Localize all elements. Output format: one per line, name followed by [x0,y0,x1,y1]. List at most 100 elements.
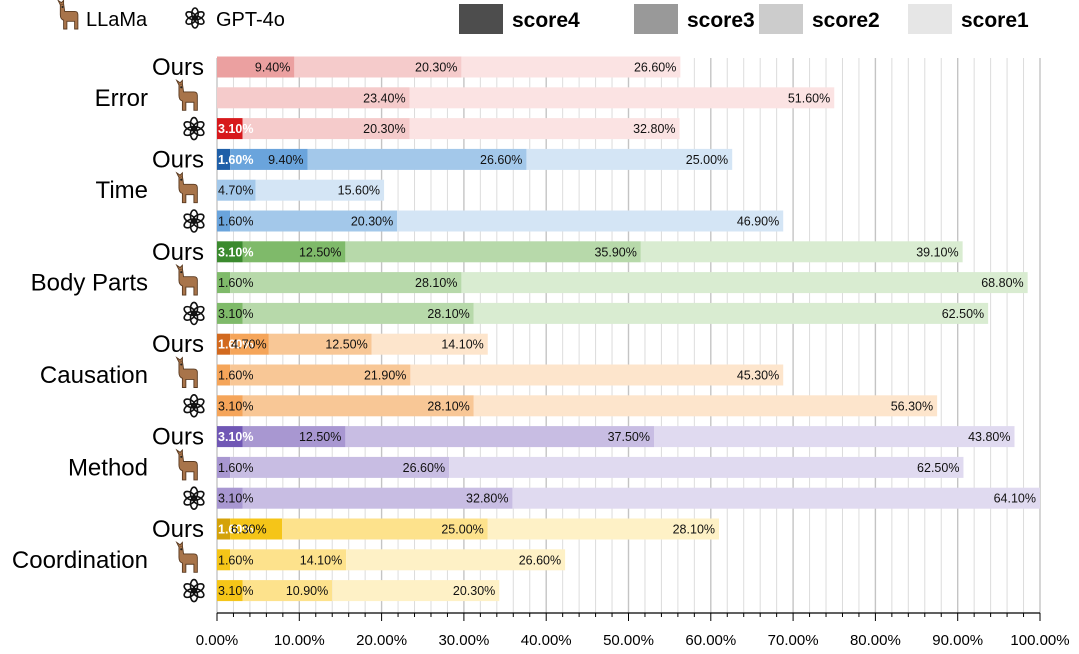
bar-score4-body-parts-ours [217,241,243,263]
openai-petal [183,121,197,132]
openai-icon [183,578,205,603]
bar-score2-method-ours [345,426,655,448]
row-label-ours: Ours [152,239,204,266]
bar-data-label: 1.60% [218,369,253,383]
bar-score1-error-ours [461,56,681,78]
bar-score2-time-gpt-4o [230,210,398,232]
bar-score1-causation-llama [410,364,784,386]
bar-score2-body-parts-ours [345,241,641,263]
llama-eye [180,455,183,458]
x-tick-label: 40.00% [521,632,572,649]
bar-data-label: 45.30% [737,369,779,383]
bar-data-label: 1.60% [218,215,253,229]
legend-swatch-score3 [634,4,678,34]
row-label-ours: Ours [152,54,204,81]
x-tick-label: 10.00% [274,632,325,649]
bar-data-label: 62.50% [942,307,984,321]
bar-data-label: 3.10% [218,492,253,506]
llama-icon [175,541,198,573]
bar-score1-body-parts-gpt-4o [473,302,989,324]
llama-icon [175,263,198,296]
bar-score1-method-ours [654,426,1015,448]
bar-score4-coordination-ours [217,518,231,540]
bar-score2-error-llama [217,87,410,109]
x-axis: 0.00% 10.00% 20.00% 30.00% 40.00% 50.00% 60.00… [196,612,1070,649]
legend-label-score2: score2 [812,9,880,32]
bar-score2-causation-ours [268,333,372,355]
category-label: Body Parts [31,270,148,297]
openai-icon [183,393,205,418]
llama-body [178,175,198,204]
bar-data-label: 23.40% [363,91,405,105]
bar-score2-time-ours [307,148,527,170]
openai-petal [185,11,197,21]
llama-body [178,452,198,481]
llama-eye [180,363,183,366]
bar-score3-body-parts-gpt-4o [217,302,243,324]
bar-data-label: 1.60% [218,523,253,537]
bar-data-label: 12.50% [299,430,341,444]
bar-score2-method-llama [230,456,450,478]
bar-score2-coordination-gpt-4o [242,580,333,602]
bar-score3-body-parts-llama [217,272,231,294]
bar-score1-causation-gpt-4o [473,395,938,417]
bar-data-label: 62.50% [917,461,959,475]
bar-data-label: 28.10% [427,399,469,413]
bar-score3-method-llama [217,456,231,478]
bar-score1-method-gpt-4o [512,487,1040,509]
llama-ears [175,541,183,548]
llama-ears [57,0,65,5]
bar-score3-causation-llama [217,364,231,386]
bar-data-label: 64.10% [994,492,1036,506]
bar-data-label: 14.10% [441,338,483,352]
llama-eye [180,271,183,274]
bar-data-label: 12.50% [299,245,341,259]
bar-data-label: 3.10% [218,307,253,321]
llama-icon [175,171,198,204]
row-label-ours: Ours [152,424,204,451]
llama-ears [175,79,183,86]
llama-body [178,545,198,573]
category-label: Method [68,454,148,481]
bar-data-label: 14.10% [300,553,342,567]
x-tick-label: 50.00% [603,632,654,649]
openai-petal [183,490,197,501]
llama-eye [180,548,183,551]
legend-swatch-score2 [759,4,803,34]
bar-data-label: 26.60% [519,553,561,567]
bar-data-label: 20.30% [415,61,457,75]
bar-data-label: 37.50% [608,430,650,444]
bar-score2-error-gpt-4o [242,118,410,140]
llama-icon [175,448,198,481]
bar-data-label: 3.10% [218,584,253,598]
bar-score1-body-parts-llama [461,272,1028,294]
bar-data-label: 12.50% [325,338,367,352]
bar-data-label: 68.80% [981,276,1023,290]
bar-score3-coordination-ours [230,518,283,540]
bar-data-label: 3.10% [218,245,253,259]
legend-label-score4: score4 [512,9,580,32]
bar-score2-time-llama [217,179,256,201]
bar-data-label: 9.40% [268,153,303,167]
bar-score2-body-parts-llama [230,272,462,294]
bar-data-label: 28.10% [673,523,715,537]
bar-score1-body-parts-ours [640,241,963,263]
bar-score1-causation-ours [371,333,488,355]
bar-score3-time-ours [230,148,308,170]
bar-data-label: 1.60% [218,153,253,167]
llama-eye [180,86,183,89]
category-label: Time [96,177,148,204]
legend: LLaMa GPT-4o score4 score3 score2 score1 [57,0,1029,34]
x-tick-label: 30.00% [438,632,489,649]
category-label: Coordination [12,547,148,574]
legend-label-score3: score3 [687,9,755,32]
llama-ears [175,448,183,455]
bar-data-label: 1.60% [218,461,253,475]
llama-ears [175,171,183,178]
x-tick-label: 70.00% [768,632,819,649]
bar-data-label: 4.70% [231,338,266,352]
row-label-ours: Ours [152,331,204,358]
legend-swatch-score4 [459,4,503,34]
